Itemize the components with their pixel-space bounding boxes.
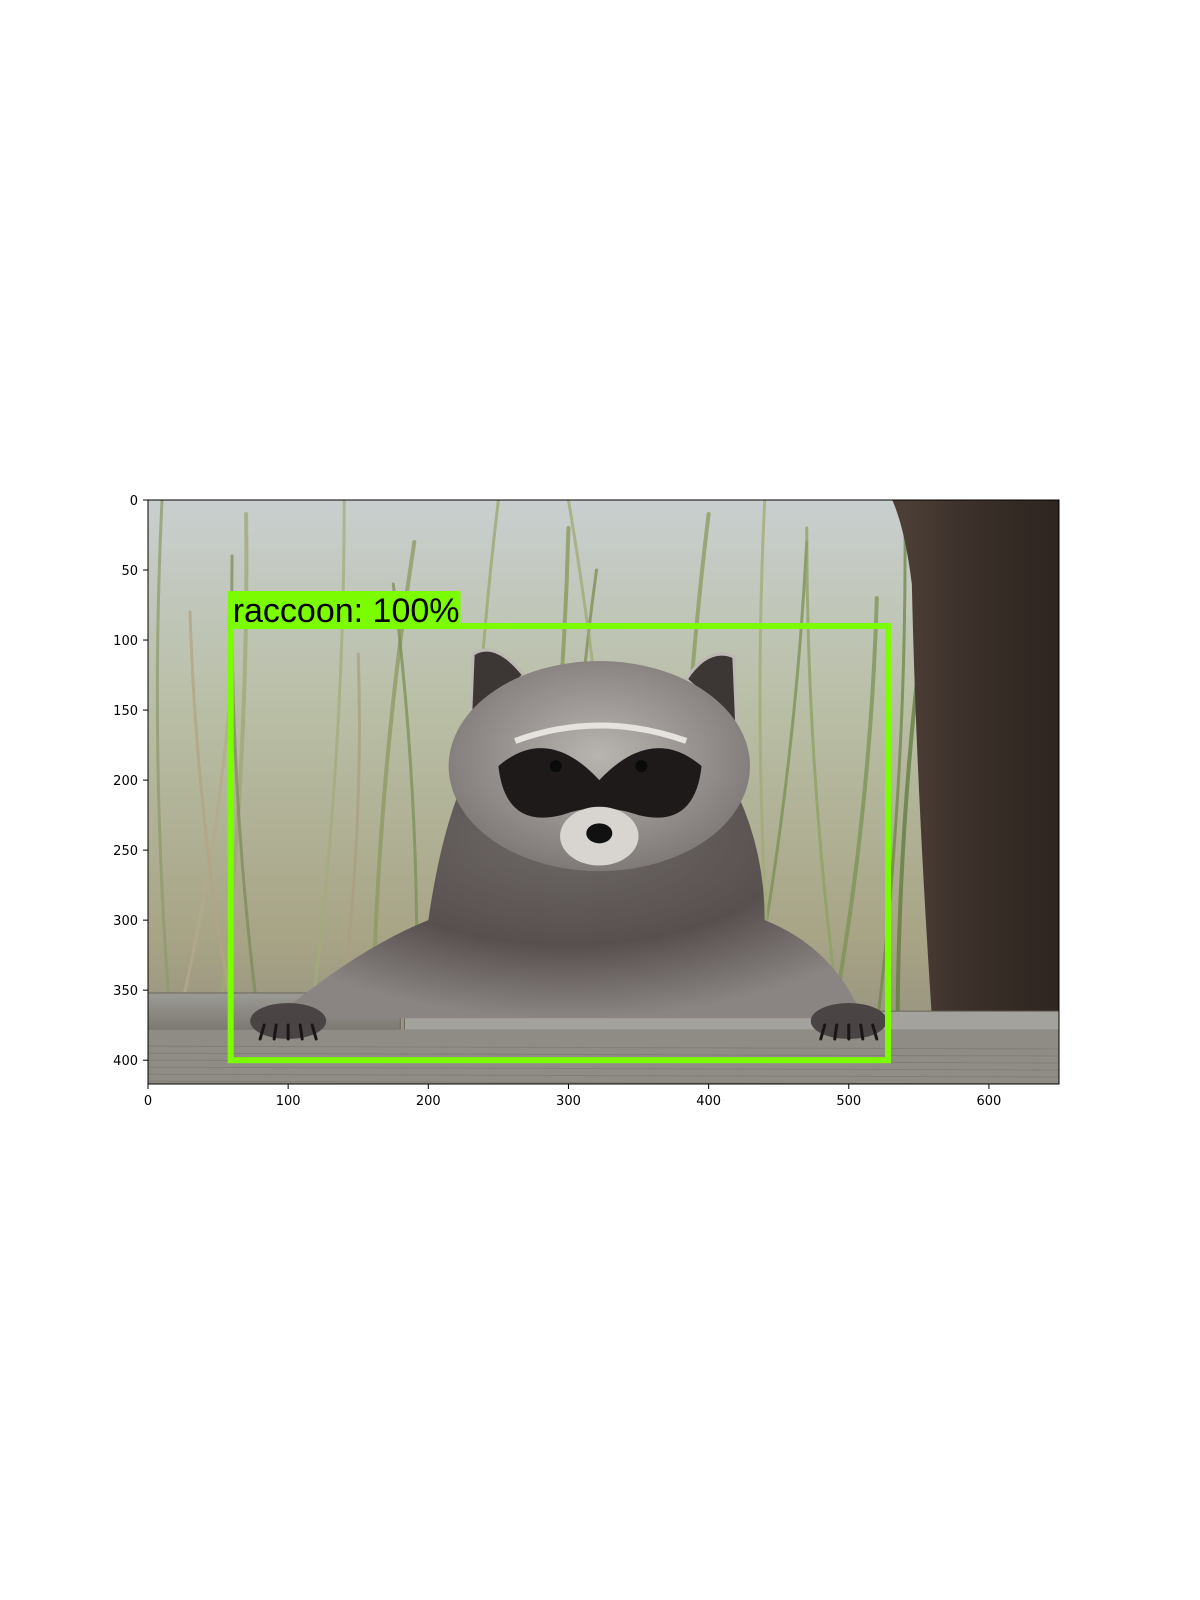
x-tick-label: 600 <box>977 1094 1002 1109</box>
detection-label: raccoon: 100% <box>233 592 460 630</box>
y-tick-label: 350 <box>113 984 138 999</box>
x-tick-label: 300 <box>556 1094 581 1109</box>
y-tick-label: 50 <box>121 564 138 579</box>
y-axis-ticks: 0 50 100 150 200 250 300 350 400 <box>113 494 148 1069</box>
detection-overlays: raccoon: 100% <box>227 591 892 1064</box>
axes-frame <box>147 499 1060 1085</box>
x-tick-label: 500 <box>836 1094 861 1109</box>
raccoon-photo <box>148 500 1059 1084</box>
x-tick-label: 100 <box>276 1094 301 1109</box>
y-tick-label: 200 <box>113 774 138 789</box>
x-tick-label: 200 <box>416 1094 441 1109</box>
x-tick-label: 0 <box>144 1094 152 1109</box>
x-tick-label: 400 <box>696 1094 721 1109</box>
detection-box <box>227 623 892 1064</box>
tree-trunk <box>892 500 1059 1033</box>
y-tick-label: 150 <box>113 704 138 719</box>
y-tick-label: 100 <box>113 634 138 649</box>
x-axis-ticks: 0 100 200 300 400 500 600 <box>144 1084 1001 1109</box>
y-tick-label: 0 <box>130 494 138 509</box>
raccoon <box>250 648 887 1041</box>
y-tick-label: 250 <box>113 844 138 859</box>
y-tick-label: 400 <box>113 1054 138 1069</box>
detection-label-background <box>227 591 461 630</box>
y-tick-label: 300 <box>113 914 138 929</box>
